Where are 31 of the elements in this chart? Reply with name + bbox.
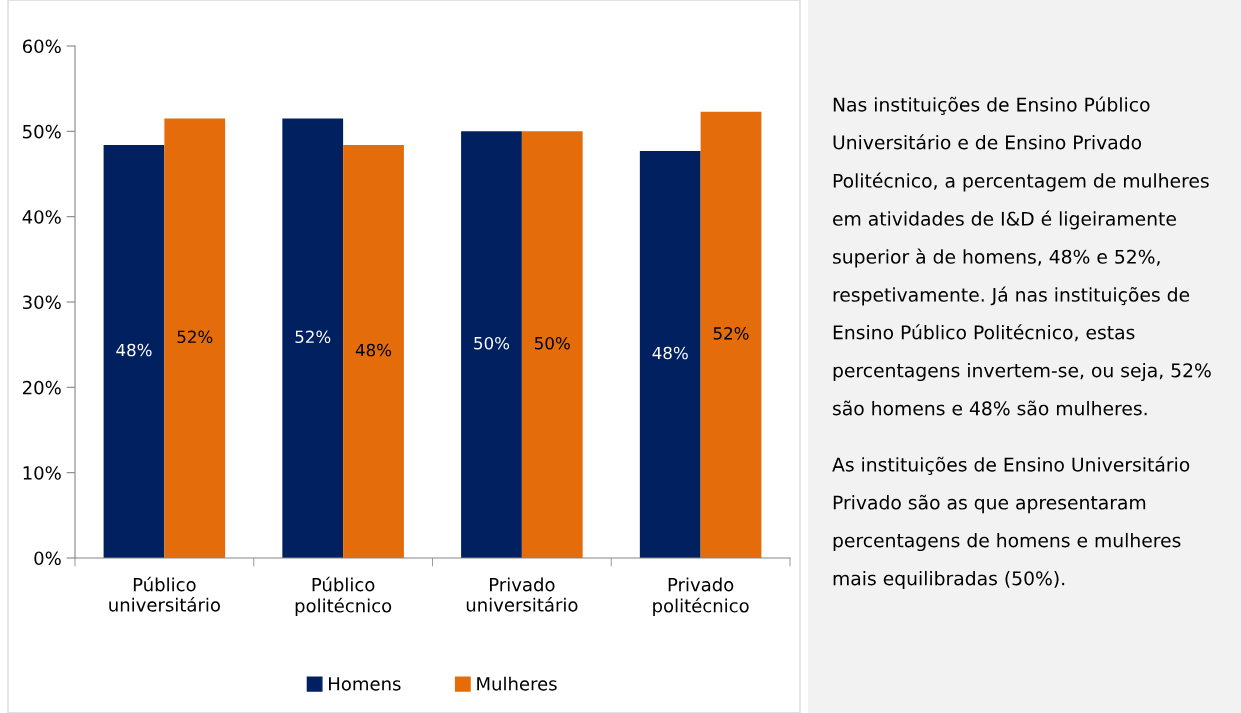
y-tick-label: 50% [23, 124, 61, 139]
data-label: 48% [652, 346, 688, 360]
y-tick-label: 30% [23, 295, 61, 310]
legend-label: Homens [329, 677, 401, 691]
data-label: 52% [177, 330, 213, 344]
text: As instituições de Ensino Universitário Privado são as que apresentaram percentagens de homens e mulheres mais equilibradas (50%). [832, 456, 1190, 590]
data-label: 50% [535, 336, 570, 350]
x-tick-label: Público politécnico [295, 576, 392, 616]
bar [282, 118, 344, 558]
data-label: 50% [474, 336, 510, 350]
data-label: 48% [116, 343, 152, 357]
x-tick-label: Público universitário [109, 576, 220, 612]
bar [343, 144, 404, 558]
x-tick-label: Privado politécnico [653, 577, 749, 616]
data-label: 48% [355, 343, 392, 357]
legend-label: Mulheres [477, 676, 557, 691]
y-tick-label: 40% [22, 210, 61, 224]
bar [164, 118, 226, 558]
y-tick-label: 60% [22, 39, 61, 54]
bar [103, 144, 165, 558]
data-label: 52% [713, 327, 749, 340]
bar [461, 131, 522, 558]
y-tick-label: 10% [23, 466, 61, 480]
x-tick-label: Privado universitário [466, 577, 578, 612]
bar [521, 131, 583, 558]
y-tick-label: 0% [34, 551, 61, 566]
text: Nas instituições de Ensino Público Universitário e de Ensino Privado Politécnico, a percentagem de mulheres em atividades de I&D é ligeiramente superior à de homens, 48% e 52%, respetivamente. Já nas instituições de Ensino Público Politécnico, estas percentagens invertem-se, ou seja, 52% são homens e 48% são mulheres. [833, 96, 1211, 416]
bar [639, 150, 701, 558]
y-tick-label: 20% [23, 380, 61, 395]
bar [700, 111, 762, 558]
data-label: 52% [295, 330, 331, 344]
